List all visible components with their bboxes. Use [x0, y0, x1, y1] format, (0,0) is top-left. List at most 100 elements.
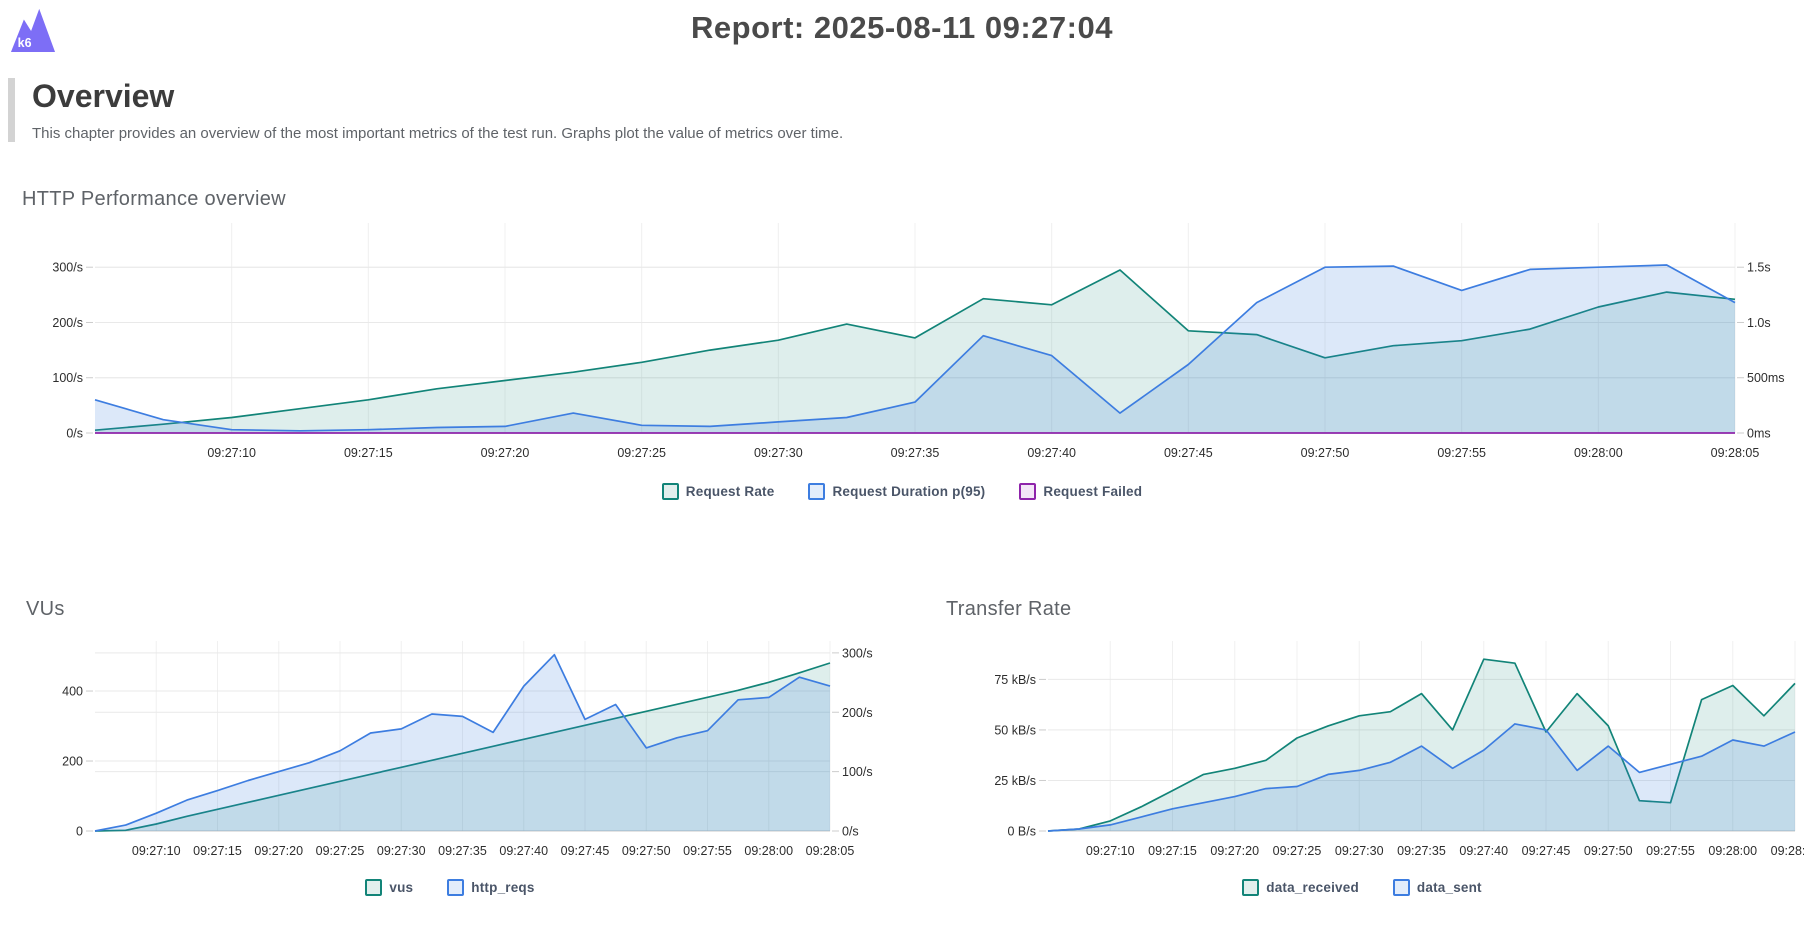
axis-tick-label: 1.5s [1747, 261, 1771, 275]
legend-item-request-rate[interactable]: Request Rate [661, 483, 775, 500]
chart-http-performance: HTTP Performance overview 0/s 100/s 200/s 3… [0, 188, 1804, 500]
series-line-request-duration-p-95- [94, 264, 1736, 432]
x-tick-label: 09:27:30 [377, 844, 426, 858]
legend-swatch-icon [1392, 879, 1410, 896]
section-title: Overview [32, 78, 175, 114]
legend-swatch-icon [365, 879, 383, 896]
legend-swatch-icon [447, 879, 465, 896]
x-tick-label: 09:27:10 [132, 844, 181, 858]
legend-swatch-icon [808, 483, 826, 500]
series-line-data-received [1047, 658, 1796, 832]
x-tick-label: 09:27:55 [1646, 844, 1695, 858]
vus-legend: vus http_reqs [0, 879, 900, 896]
x-tick-label: 09:27:45 [1522, 844, 1571, 858]
x-tick-label: 09:27:20 [1210, 844, 1259, 858]
x-tick-label: 09:27:55 [1437, 446, 1486, 460]
series-line-vus [94, 662, 831, 832]
axis-tick-label: 0 [76, 825, 83, 839]
x-tick-label: 09:27:25 [617, 446, 666, 460]
x-tick-label: 09:27:25 [1273, 844, 1322, 858]
chart-svg: 0 200 400 0/s 100/s 200/s 300/s 09:27:10 09:27:1… [62, 641, 873, 858]
section-description: This chapter provides an overview of the… [32, 125, 844, 142]
x-tick-label: 09:28:00 [744, 844, 793, 858]
x-tick-label: 09:27:40 [499, 844, 548, 858]
series-area-request-duration-p-95- [95, 265, 1735, 433]
legend-label: data_sent [1416, 880, 1482, 895]
x-tick-label: 09:27:10 [1086, 844, 1135, 858]
axis-tick-label: 400 [62, 685, 83, 699]
chart-title: Transfer Rate [946, 598, 1072, 620]
chart-svg: 0 B/s 25 kB/s 50 kB/s 75 kB/s 09:27:10 09:27:… [994, 641, 1804, 858]
axis-tick-label: 500ms [1747, 371, 1785, 385]
legend-label: Request Duration p(95) [832, 484, 986, 499]
x-tick-label: 09:27:55 [683, 844, 732, 858]
x-tick-label: 09:27:50 [622, 844, 671, 858]
legend-swatch-icon [1019, 483, 1037, 500]
legend-item-request-duration-p-95-[interactable]: Request Duration p(95) [808, 483, 985, 500]
legend-item-vus[interactable]: vus [365, 879, 413, 896]
x-tick-label: 09:27:45 [1164, 446, 1213, 460]
x-tick-label: 09:27:40 [1459, 844, 1508, 858]
x-tick-label: 09:27:30 [1335, 844, 1384, 858]
x-tick-label: 09:27:50 [1301, 446, 1350, 460]
http-performance-legend: Request Rate Request Duration p(95) Reques… [0, 483, 1804, 500]
report-header: k6 Report: 2025-08-11 09:27:04 [0, 0, 1804, 70]
chart-svg: 0/s 100/s 200/s 300/s 0ms 500ms 1.0s 1.5s 09:27:… [52, 223, 1785, 460]
legend-item-data-received[interactable]: data_received [1242, 879, 1359, 896]
x-tick-label: 09:27:40 [1027, 446, 1076, 460]
chart-title: HTTP Performance overview [22, 188, 286, 210]
legend-item-data-sent[interactable]: data_sent [1392, 879, 1482, 896]
transfer-rate-canvas: 0 B/s 25 kB/s 50 kB/s 75 kB/s 09:27:10 09:27:… [920, 627, 1804, 863]
x-tick-label: 09:27:50 [1584, 844, 1633, 858]
transfer-rate-legend: data_received data_sent [920, 879, 1804, 896]
chart-title: VUs [26, 598, 65, 620]
x-tick-label: 09:27:25 [316, 844, 365, 858]
x-tick-label: 09:27:35 [438, 844, 487, 858]
legend-item-http-reqs[interactable]: http_reqs [447, 879, 534, 896]
x-tick-label: 09:27:15 [1148, 844, 1197, 858]
x-tick-label: 09:27:20 [254, 844, 303, 858]
axis-tick-label: 0/s [66, 427, 83, 441]
x-tick-label: 09:27:15 [193, 844, 242, 858]
chart-transfer-rate: Transfer Rate 0 B/s 25 kB/s 50 kB/s 75 kB/s… [920, 598, 1804, 896]
x-tick-label: 09:27:35 [1397, 844, 1446, 858]
axis-tick-label: 50 kB/s [994, 723, 1036, 737]
vus-canvas: 0 200 400 0/s 100/s 200/s 300/s 09:27:10 09:27:1… [0, 627, 900, 863]
x-tick-label: 09:28:05 [1771, 844, 1804, 858]
x-tick-label: 09:27:20 [481, 446, 530, 460]
series-line-data-sent [1047, 723, 1796, 832]
axis-tick-label: 200/s [52, 316, 83, 330]
series-area-request-rate [95, 270, 1735, 433]
legend-swatch-icon [1242, 879, 1260, 896]
legend-label: Request Failed [1043, 484, 1143, 499]
axis-tick-label: 200 [62, 755, 83, 769]
logo-text: k6 [18, 36, 32, 50]
axis-tick-label: 75 kB/s [994, 673, 1036, 687]
legend-item-request-failed[interactable]: Request Failed [1019, 483, 1142, 500]
x-tick-label: 09:27:15 [344, 446, 393, 460]
axis-tick-label: 0ms [1747, 427, 1771, 441]
axis-tick-label: 0/s [842, 825, 859, 839]
legend-swatch-icon [661, 483, 679, 500]
series-line-http-reqs [94, 653, 831, 832]
x-tick-label: 09:28:05 [1711, 446, 1760, 460]
axis-tick-label: 1.0s [1747, 316, 1771, 330]
overview-section: Overview This chapter provides an overvi… [8, 78, 1732, 142]
x-tick-label: 09:27:10 [207, 446, 256, 460]
x-tick-label: 09:28:05 [806, 844, 855, 858]
axis-tick-label: 100/s [842, 765, 873, 779]
legend-label: http_reqs [471, 880, 535, 895]
series-area-vus [95, 663, 830, 831]
legend-label: data_received [1266, 880, 1359, 895]
x-tick-label: 09:27:30 [754, 446, 803, 460]
x-tick-label: 09:27:45 [561, 844, 610, 858]
x-tick-label: 09:27:35 [891, 446, 940, 460]
series-area-data-sent [1048, 723, 1795, 831]
axis-tick-label: 25 kB/s [994, 774, 1036, 788]
k6-logo-icon: k6 [10, 7, 56, 53]
http-performance-canvas: 0/s 100/s 200/s 300/s 0ms 500ms 1.0s 1.5s 09:27:… [0, 217, 1804, 467]
axis-tick-label: 100/s [52, 371, 83, 385]
x-tick-label: 09:28:00 [1574, 446, 1623, 460]
axis-tick-label: 200/s [842, 706, 873, 720]
legend-label: vus [389, 880, 414, 895]
